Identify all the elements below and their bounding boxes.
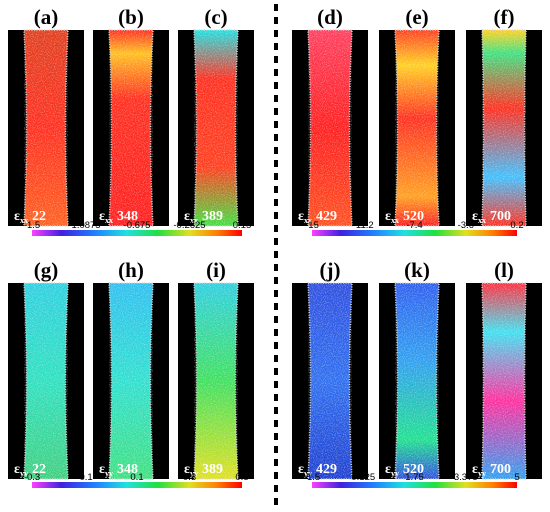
speckle-pattern: [24, 283, 68, 479]
strain-annotation: εxx 520: [385, 209, 424, 225]
speckle-pattern: [194, 283, 238, 479]
strain-panel-a: (a) εxx 22: [8, 5, 84, 227]
panel-label: (j): [320, 258, 341, 282]
panel-label: (h): [118, 258, 144, 282]
colorbar-tick-label: 0.15: [233, 220, 252, 231]
colorbar-tick-label: -0.2625: [173, 220, 205, 231]
speckle-pattern: [482, 30, 526, 226]
speckle-pattern: [109, 283, 153, 479]
colorbar-tick-label: -0.675: [124, 220, 151, 231]
strain-annotation: εxx 22: [14, 209, 46, 225]
colorbar-tick-label: -0.1: [76, 472, 92, 483]
strain-panel-h: (h) εyy 348: [93, 258, 169, 480]
specimen-edge: [23, 282, 69, 480]
colorbar-gradient: [312, 482, 517, 488]
panel-label: (a): [34, 5, 59, 29]
panel-label: (e): [405, 5, 428, 29]
colorbar-tick-label: 0.1: [130, 472, 143, 483]
strain-panel-j: (j) εyy 429: [292, 258, 368, 480]
colorbar-2: -15 -11.2 -7.4 -3.6 0.2: [305, 220, 524, 236]
colorbar-tick-label: 0.5: [235, 472, 248, 483]
strain-annotation: εyy 22: [14, 462, 46, 478]
panel-label: (d): [317, 5, 343, 29]
strain-panel-l: (l) εyy 700: [466, 258, 542, 480]
panel-label: (c): [204, 5, 227, 29]
colorbar-tick-label: -11.2: [353, 220, 374, 231]
specimen-edge: [307, 282, 353, 480]
specimen-edge: [481, 282, 527, 480]
colorbar-tick-label: 0.3: [183, 472, 196, 483]
speckle-pattern: [308, 283, 352, 479]
specimen-edge: [193, 282, 239, 480]
specimen-edge: [193, 29, 239, 227]
colorbar-tick-label: -0.3: [24, 472, 40, 483]
strain-annotation: εyy 389: [184, 462, 223, 478]
strain-panel-f: (f) εxx 700: [466, 5, 542, 227]
colorbar-tick-label: 5: [514, 472, 519, 483]
strain-annotation: εyy 700: [472, 462, 511, 478]
panel-label: (i): [206, 258, 226, 282]
specimen-edge: [307, 29, 353, 227]
specimen-edge: [481, 29, 527, 227]
strain-annotation: εyy 429: [298, 462, 337, 478]
colorbar-tick-label: -1.5: [304, 472, 320, 483]
colorbar-tick-label: -3.6: [458, 220, 474, 231]
colorbar-1: -1.5 -1.0875 -0.675 -0.2625 0.15: [24, 220, 251, 236]
strain-annotation: εxx 429: [298, 209, 337, 225]
strain-annotation: εyy 520: [385, 462, 424, 478]
colorbar-tick-label: -1.5: [24, 220, 40, 231]
strain-annotation: εxx 389: [184, 209, 223, 225]
speckle-pattern: [395, 283, 439, 479]
colorbar-gradient: [32, 482, 242, 488]
strain-panel-k: (k) εyy 520: [379, 258, 455, 480]
strain-panel-e: (e) εxx 520: [379, 5, 455, 227]
strain-panel-d: (d) εxx 429: [292, 5, 368, 227]
specimen-edge: [23, 29, 69, 227]
colorbar-tick-label: 0.2: [510, 220, 523, 231]
strain-annotation: εxx 348: [99, 209, 138, 225]
colorbar-gradient: [312, 230, 517, 236]
panel-label: (k): [404, 258, 430, 282]
strain-panel-b: (b) εxx 348: [93, 5, 169, 227]
specimen-edge: [108, 29, 154, 227]
speckle-pattern: [194, 30, 238, 226]
speckle-pattern: [395, 30, 439, 226]
colorbar-gradient: [32, 230, 242, 236]
colorbar-tick-label: 1.75: [405, 472, 424, 483]
colorbar-tick-label: -1.0875: [68, 220, 100, 231]
panel-label: (b): [118, 5, 144, 29]
specimen-edge: [394, 282, 440, 480]
speckle-pattern: [308, 30, 352, 226]
strain-panel-i: (i) εyy 389: [178, 258, 254, 480]
colorbar-4: -1.5 0.125 1.75 3.375 5: [304, 472, 520, 488]
speckle-pattern: [109, 30, 153, 226]
panel-label: (g): [34, 258, 59, 282]
strain-annotation: εxx 700: [472, 209, 511, 225]
colorbar-tick-label: -15: [305, 220, 319, 231]
panel-label: (l): [494, 258, 514, 282]
speckle-pattern: [482, 283, 526, 479]
speckle-pattern: [24, 30, 68, 226]
colorbar-tick-label: -7.4: [406, 220, 422, 231]
strain-panel-c: (c) εxx 389: [178, 5, 254, 227]
panel-label: (f): [494, 5, 515, 29]
strain-panel-g: (g) εyy 22: [8, 258, 84, 480]
colorbar-tick-label: 0.125: [351, 472, 375, 483]
colorbar-tick-label: 3.375: [454, 472, 478, 483]
colorbar-3: -0.3 -0.1 0.1 0.3 0.5: [24, 472, 249, 488]
specimen-edge: [394, 29, 440, 227]
strain-annotation: εyy 348: [99, 462, 138, 478]
specimen-edge: [108, 282, 154, 480]
